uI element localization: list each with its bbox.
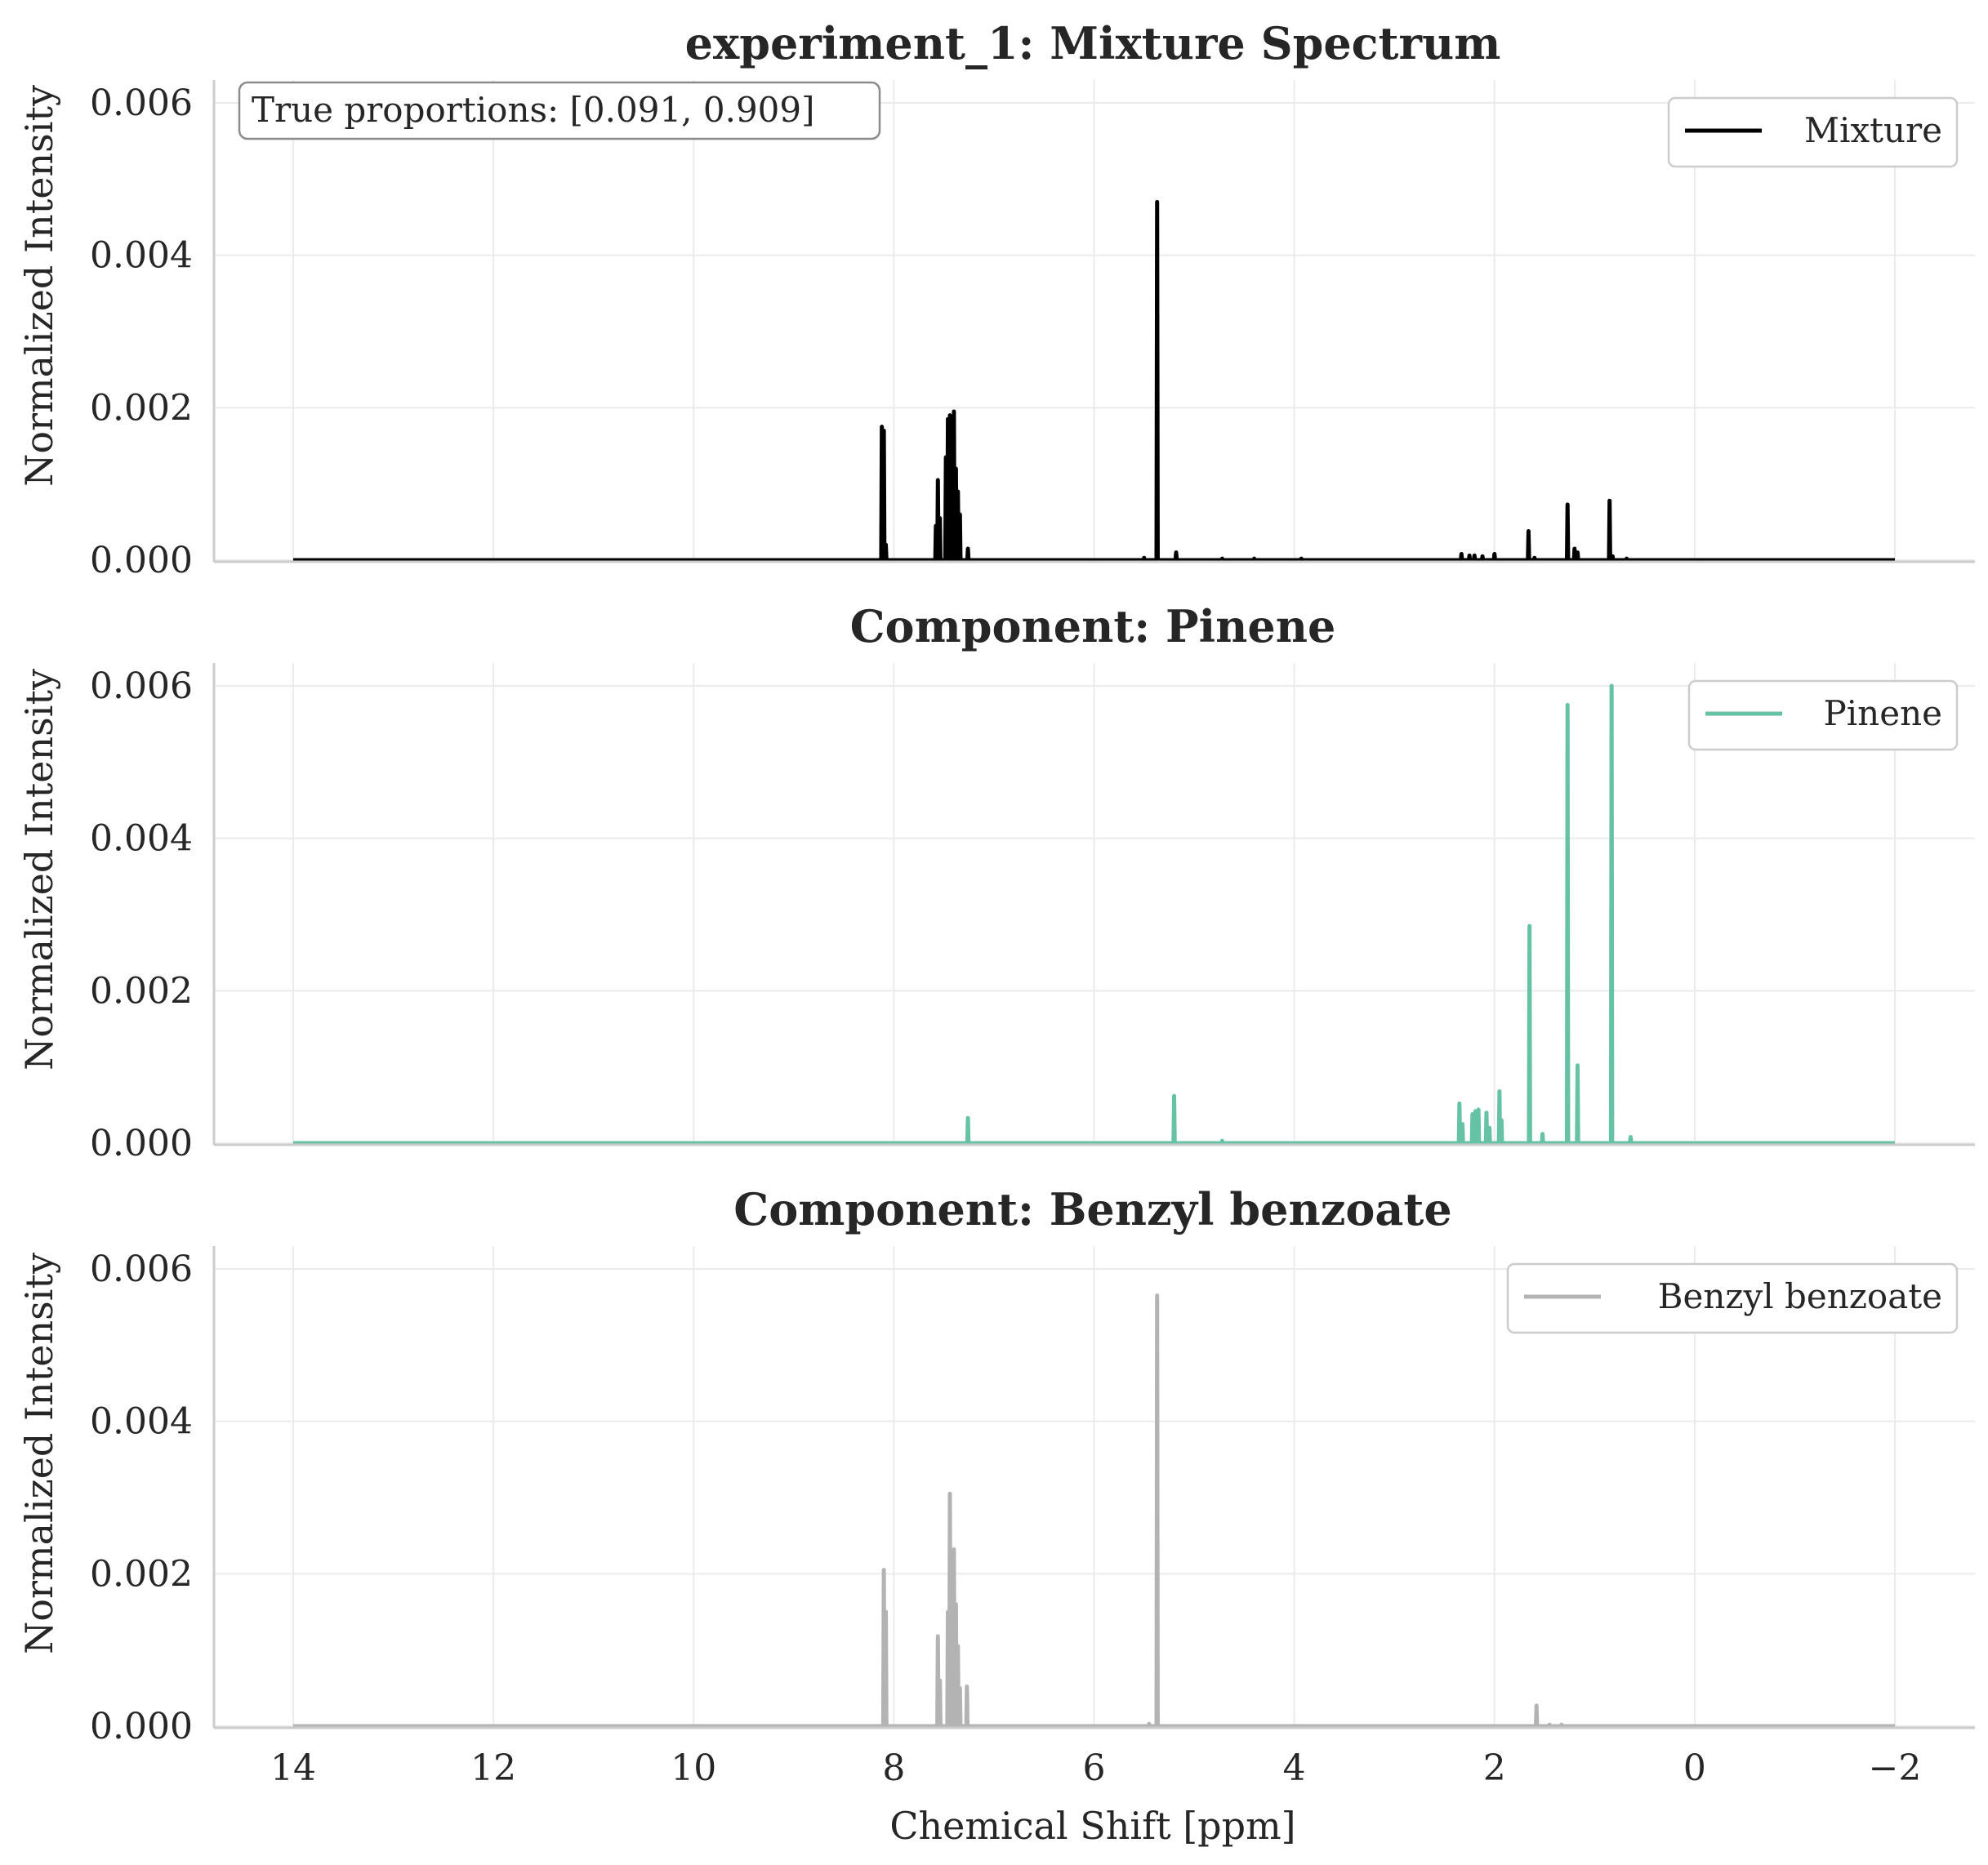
spectrum-line bbox=[293, 199, 1895, 563]
y-tick-label: 0.004 bbox=[90, 818, 193, 860]
spectrum-line bbox=[293, 1293, 1895, 1729]
y-tick-label: 0.006 bbox=[90, 82, 193, 124]
legend: Benzyl benzoate bbox=[1506, 1262, 1959, 1334]
annotation-text: True proportions: [0.091, 0.909] bbox=[252, 90, 815, 130]
y-tick-label: 0.002 bbox=[90, 970, 193, 1012]
y-tick-label: 0.002 bbox=[90, 387, 193, 429]
axes: 0.000 0.002 0.004 0.006 bbox=[90, 80, 1975, 581]
x-tick-label: 12 bbox=[470, 1747, 516, 1789]
y-axis-label: Normalized Intensity bbox=[17, 1253, 61, 1654]
legend: Mixture bbox=[1667, 96, 1959, 168]
spectrum-line-group bbox=[293, 683, 1895, 1146]
y-tick-label: 0.002 bbox=[90, 1553, 193, 1595]
panel-benzyl-benzoate: Component: Benzyl benzoate 0.0000.0020.0… bbox=[17, 1183, 1975, 1848]
y-axis-label: Normalized Intensity bbox=[17, 85, 61, 487]
x-tick-label: −2 bbox=[1869, 1747, 1922, 1789]
y-tick-label: 0.006 bbox=[90, 1249, 193, 1290]
x-tick-label: 14 bbox=[270, 1747, 316, 1789]
legend-label-benzyl-benzoate: Benzyl benzoate bbox=[1658, 1276, 1942, 1316]
x-tick-label: 0 bbox=[1683, 1747, 1706, 1789]
annotation-box: True proportions: [0.091, 0.909] bbox=[238, 81, 881, 140]
legend-frame bbox=[1667, 96, 1959, 168]
chart-title: Component: Benzyl benzoate bbox=[733, 1183, 1451, 1235]
y-tick-label: 0.000 bbox=[90, 1706, 193, 1747]
x-tick-label: 6 bbox=[1083, 1747, 1106, 1789]
x-tick-label: 4 bbox=[1283, 1747, 1306, 1789]
chart-title: Component: Pinene bbox=[850, 600, 1336, 652]
y-tick-label: 0.006 bbox=[90, 665, 193, 707]
y-axis-label: Normalized Intensity bbox=[17, 669, 61, 1070]
legend: Pinene bbox=[1687, 679, 1959, 751]
legend-frame bbox=[1506, 1262, 1959, 1334]
x-tick-label: 8 bbox=[882, 1747, 905, 1789]
panel-pinene: Component: Pinene 0.000 0.002 0.004 0.006 N… bbox=[17, 600, 1975, 1164]
legend-label-pinene: Pinene bbox=[1823, 693, 1942, 733]
chart-title: experiment_1: Mixture Spectrum bbox=[685, 17, 1501, 69]
spectrum-line-group bbox=[293, 1293, 1895, 1729]
axes: 0.000 0.002 0.004 0.006 14 12 10 8 6 4 2 0 −2 bbox=[90, 1246, 1975, 1789]
x-tick-label: 10 bbox=[671, 1747, 716, 1789]
x-axis-label: Chemical Shift [ppm] bbox=[889, 1804, 1295, 1848]
x-tick-label: 2 bbox=[1483, 1747, 1506, 1789]
y-tick-label: 0.000 bbox=[90, 1123, 193, 1164]
y-tick-label: 0.004 bbox=[90, 1401, 193, 1443]
y-tick-label: 0.004 bbox=[90, 235, 193, 277]
legend-frame bbox=[1687, 679, 1959, 751]
legend-label-mixture: Mixture bbox=[1804, 110, 1942, 150]
y-tick-label: 0.000 bbox=[90, 540, 193, 581]
spectrum-line bbox=[293, 683, 1895, 1146]
spectrum-line-group bbox=[293, 199, 1895, 563]
panel-mixture: experiment_1: Mixture Spectrum 0.0000.00… bbox=[17, 17, 1975, 581]
annotation-frame bbox=[238, 81, 881, 140]
axes: 0.000 0.002 0.004 0.006 bbox=[90, 663, 1975, 1164]
